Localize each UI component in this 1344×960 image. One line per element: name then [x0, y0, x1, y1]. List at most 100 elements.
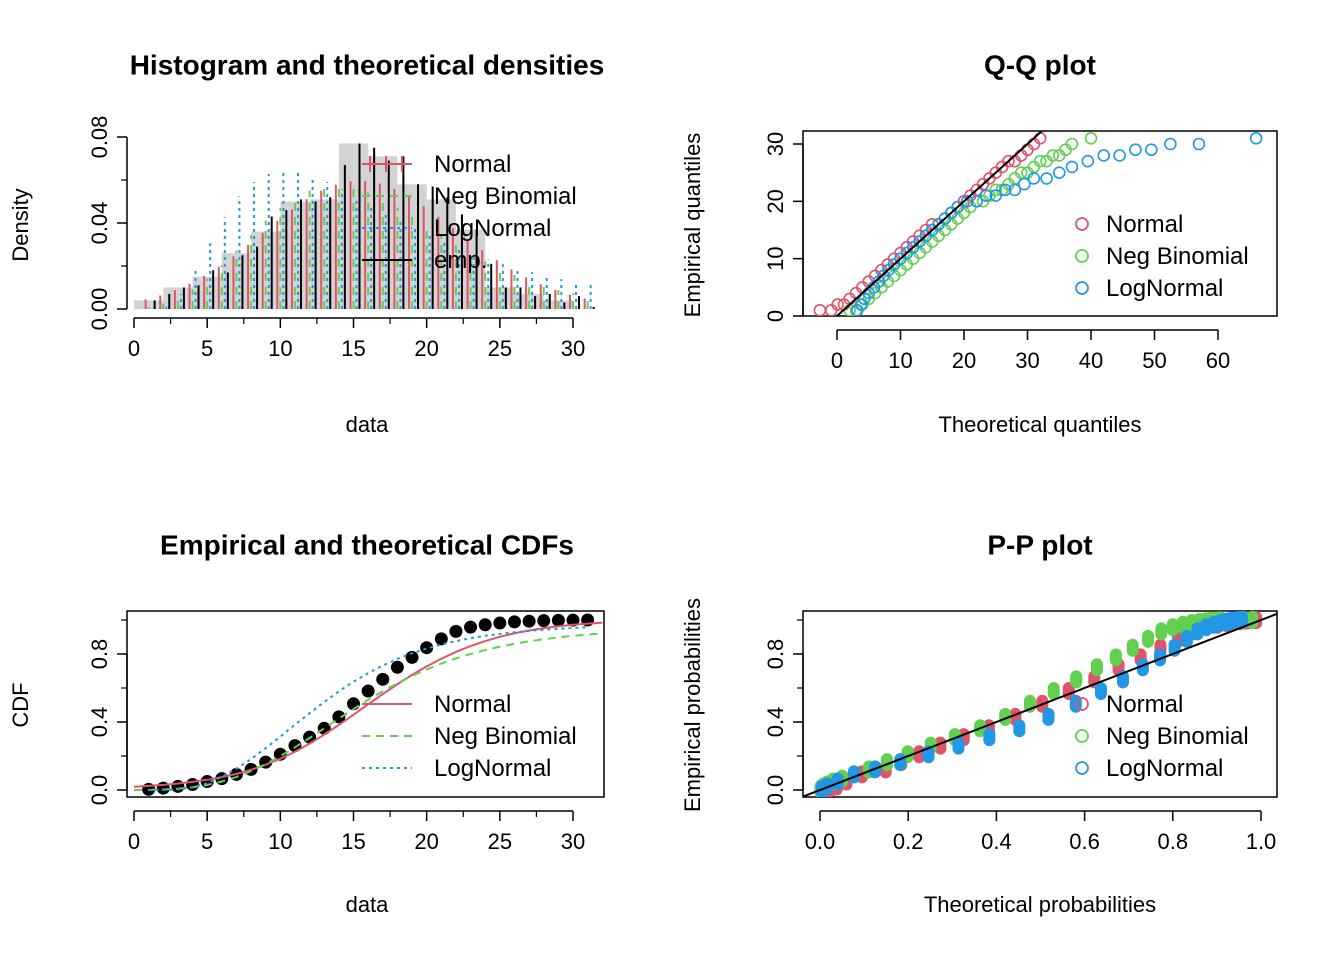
y-axis-label: Empirical quantiles [680, 133, 705, 318]
x-tick-label: 0 [128, 336, 140, 361]
histogram-bar [251, 231, 281, 309]
ecdf-point [493, 616, 507, 630]
qq-point-neg-binomial [1014, 166, 1028, 179]
legend-marker [1075, 729, 1089, 743]
qq-point-lognormal [1129, 143, 1142, 157]
histogram-bar [338, 143, 369, 309]
qq-point-lognormal [1164, 137, 1177, 151]
legend-marker [1075, 249, 1089, 263]
legend-label: Normal [1106, 691, 1183, 718]
qq-point-lognormal [1192, 137, 1206, 151]
y-tick-label: 20 [763, 189, 788, 213]
y-tick-label: 30 [763, 132, 788, 156]
histogram-bar [163, 287, 193, 309]
x-axis-label: data [346, 412, 390, 437]
y-tick-label: 0.8 [87, 639, 112, 670]
qq-plot-panel: Q-Q plot 0 10 20 30 40 50 60 0 10 20 30 Theoretical … [680, 49, 1278, 437]
pp-point-neg-binomial [1109, 648, 1122, 667]
x-tick-label: 25 [488, 336, 512, 361]
pp-point-lognormal [1042, 707, 1055, 726]
pp-point-lognormal [1094, 682, 1107, 701]
qq-point-neg-binomial [1084, 131, 1098, 145]
legend-marker [1075, 761, 1089, 775]
pp-point-normal [934, 736, 947, 755]
pp-point-neg-binomial [881, 753, 894, 772]
qq-point-normal [831, 298, 844, 311]
reference-line [803, 612, 1277, 797]
qq-point-neg-binomial [1046, 149, 1060, 162]
qq-point-lognormal [951, 200, 964, 214]
x-axis-label: data [346, 892, 390, 917]
qq-point-normal [1002, 154, 1015, 168]
x-tick-label: 0.0 [805, 829, 836, 854]
pp-point-neg-binomial [1126, 638, 1139, 657]
x-tick-label: 10 [888, 348, 912, 373]
y-axis-label: Empirical probabilities [680, 598, 705, 812]
ecdf-point [332, 710, 346, 724]
qq-point-lognormal [960, 195, 974, 208]
qq-point-lognormal [1249, 131, 1263, 145]
qq-point-lognormal [1008, 183, 1022, 197]
x-tick-label: 0.6 [1069, 829, 1100, 854]
pp-point-lognormal [1136, 658, 1149, 677]
x-tick-label: 1.0 [1246, 829, 1277, 854]
ecdf-point [186, 778, 200, 792]
legend-label: Normal [1106, 211, 1183, 238]
qq-point-lognormal [1052, 166, 1066, 179]
histogram-bar [485, 287, 515, 309]
ecdf-point [376, 672, 390, 686]
pp-point-lognormal [1154, 648, 1167, 667]
pp-point-lognormal [1180, 629, 1193, 648]
ecdf-point [522, 614, 536, 628]
qq-point-lognormal [989, 189, 1003, 202]
x-tick-label: 40 [1079, 348, 1103, 373]
ecdf-point [171, 779, 185, 793]
ecdf-point [317, 721, 331, 735]
chart-title: Q-Q plot [984, 49, 1096, 80]
qq-point-lognormal [1027, 172, 1041, 185]
x-tick-label: 5 [201, 336, 213, 361]
x-axis-label: Theoretical quantiles [938, 412, 1141, 437]
qq-point-neg-binomial [989, 183, 1003, 197]
qq-point-normal [813, 303, 827, 316]
legend-label: Normal [434, 691, 511, 718]
pp-point-neg-binomial [1070, 670, 1083, 689]
qq-point-lognormal [1097, 149, 1110, 162]
legend-label: Neg Binomial [1106, 243, 1249, 270]
y-tick-label: 0.00 [87, 288, 112, 331]
y-tick-label: 0.4 [763, 707, 788, 738]
x-tick-label: 30 [561, 336, 585, 361]
histogram-bar [134, 300, 164, 309]
pp-point-lognormal [983, 728, 996, 747]
x-tick-label: 30 [1015, 348, 1039, 373]
y-tick-label: 0.0 [763, 775, 788, 806]
cdf-line-neg-binomial [133, 632, 603, 791]
pp-point-lognormal [894, 753, 907, 772]
cdf-line-lognormal [148, 626, 588, 791]
legend-label: LogNormal [1106, 755, 1223, 782]
y-tick-label: 0.4 [87, 707, 112, 738]
x-tick-label: 0.8 [1158, 829, 1189, 854]
x-tick-label: 25 [488, 829, 512, 854]
x-tick-label: 0.4 [981, 829, 1012, 854]
pp-point-lognormal [831, 772, 844, 791]
y-tick-label: 0.08 [87, 116, 112, 159]
ecdf-point [434, 632, 448, 646]
y-tick-label: 0 [763, 310, 788, 322]
x-tick-label: 20 [414, 829, 438, 854]
x-tick-label: 50 [1142, 348, 1166, 373]
ecdf-point [537, 614, 551, 628]
chart-title: P-P plot [987, 529, 1092, 560]
pp-point-neg-binomial [1047, 682, 1060, 701]
legend-label: LogNormal [1106, 275, 1223, 302]
ecdf-point [507, 615, 521, 629]
pp-point-neg-binomial [1142, 629, 1155, 648]
x-tick-label: 10 [268, 336, 292, 361]
legend-marker [1075, 217, 1089, 231]
x-tick-label: 5 [201, 829, 213, 854]
chart-title: Histogram and theoretical densities [130, 49, 605, 80]
x-tick-label: 0.2 [893, 829, 924, 854]
qq-point-lognormal [970, 195, 984, 208]
pp-point-lognormal [1236, 611, 1249, 629]
